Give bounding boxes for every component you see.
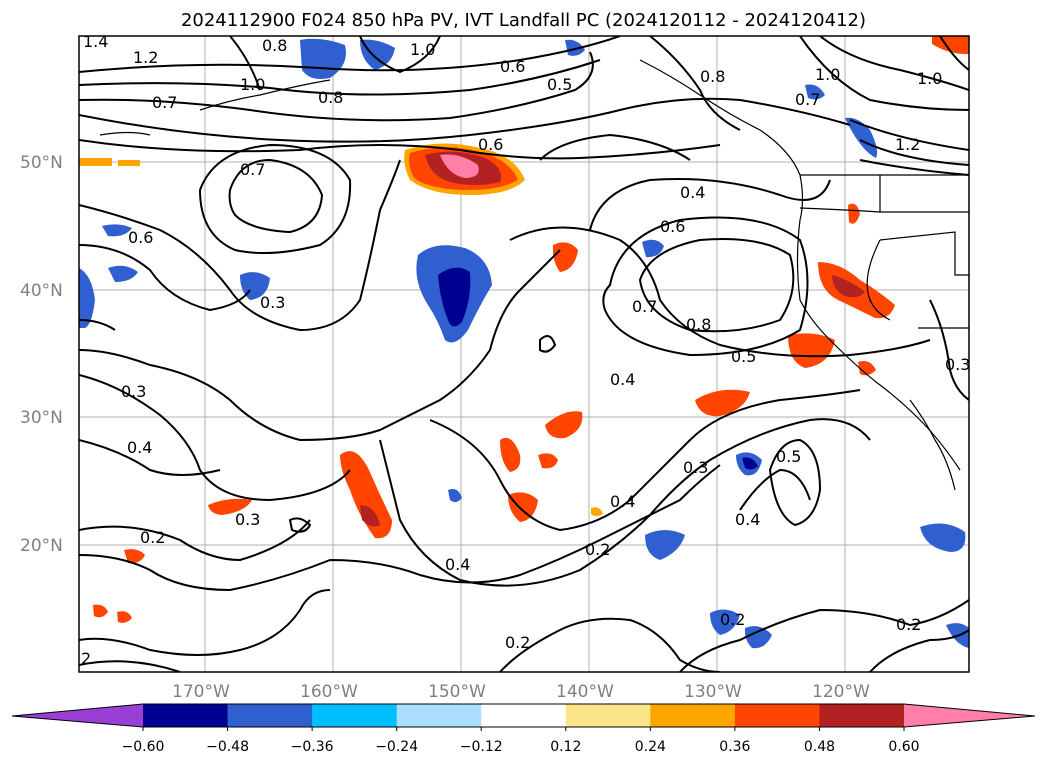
contour-label: 0.3 bbox=[945, 355, 970, 374]
lat-label: 30°N bbox=[20, 408, 63, 428]
contour-label: 0.2 bbox=[896, 615, 921, 634]
contour-label: 1.0 bbox=[917, 69, 942, 88]
contour-labels: 1.4 1.2 0.8 1.0 0.7 0.8 0.6 0.5 1.0 0.8 … bbox=[81, 32, 970, 668]
colorbar-tick-label: −0.48 bbox=[206, 739, 249, 755]
contour-label: 0.3 bbox=[260, 293, 285, 312]
contour-label: 0.4 bbox=[680, 183, 705, 202]
contour-label: 0.7 bbox=[240, 160, 265, 179]
contour-label: 0.6 bbox=[500, 57, 525, 76]
lon-label: 150°W bbox=[428, 682, 486, 702]
contour-label: 1.0 bbox=[815, 65, 840, 84]
colorbar-tick-label: −0.12 bbox=[460, 739, 503, 755]
plot-title: 2024112900 F024 850 hPa PV, IVT Landfall… bbox=[180, 10, 867, 31]
contour-label: 0.3 bbox=[121, 382, 146, 401]
colorbar-tick-label: 0.60 bbox=[888, 739, 919, 755]
map-area bbox=[79, 36, 969, 672]
lon-label: 170°W bbox=[172, 682, 230, 702]
lon-label: 120°W bbox=[812, 682, 870, 702]
contour-label: 1.2 bbox=[133, 48, 158, 67]
contour-label: 0.6 bbox=[128, 228, 153, 247]
longitude-labels: 170°W 160°W 150°W 140°W 130°W 120°W bbox=[172, 682, 870, 702]
pv-positive-anomalies bbox=[79, 36, 969, 623]
contour-label: 0.4 bbox=[445, 555, 470, 574]
contour-label: 0.7 bbox=[152, 93, 177, 112]
contour-label: 0.6 bbox=[660, 217, 685, 236]
contour-label: 1.0 bbox=[240, 75, 265, 94]
contour-label: 1.0 bbox=[410, 40, 435, 59]
coastlines bbox=[99, 59, 969, 491]
colorbar-tick-label: 0.24 bbox=[635, 739, 666, 755]
contour-label: 1.4 bbox=[83, 32, 108, 51]
contour-label: 0.5 bbox=[547, 75, 572, 94]
svg-text:2: 2 bbox=[81, 649, 91, 668]
colorbar: −0.60 −0.48 −0.36 −0.24 −0.12 0.12 0.24 0.36 0.4… bbox=[11, 703, 1036, 755]
colorbar-tick-label: −0.24 bbox=[375, 739, 418, 755]
colorbar-segment bbox=[650, 704, 736, 727]
colorbar-segment bbox=[565, 704, 651, 727]
contour-label: 0.8 bbox=[318, 88, 343, 107]
colorbar-tick-label: 0.48 bbox=[804, 739, 835, 755]
contour-label: 0.6 bbox=[478, 135, 503, 154]
contour-label: 0.5 bbox=[776, 447, 801, 466]
colorbar-tick-label: 0.12 bbox=[550, 739, 581, 755]
contour-label: 0.2 bbox=[140, 528, 165, 547]
map-border bbox=[78, 35, 970, 673]
lat-label: 40°N bbox=[20, 281, 63, 301]
colorbar-tick-label: −0.60 bbox=[122, 739, 165, 755]
lat-label: 20°N bbox=[20, 536, 63, 556]
lon-label: 140°W bbox=[556, 682, 614, 702]
colorbar-segment bbox=[819, 704, 905, 727]
pv-contours bbox=[79, 36, 969, 672]
contour-label: 0.4 bbox=[127, 438, 152, 457]
contour-label: 0.4 bbox=[735, 510, 760, 529]
pv-negative-anomalies bbox=[79, 38, 969, 649]
colorbar-segment bbox=[312, 704, 398, 727]
colorbar-high-extension bbox=[904, 704, 1035, 727]
contour-label: 0.2 bbox=[720, 610, 745, 629]
contour-label: 0.8 bbox=[700, 67, 725, 86]
contour-label: 0.5 bbox=[731, 347, 756, 366]
colorbar-tick-label: −0.36 bbox=[291, 739, 334, 755]
contour-label: 0.3 bbox=[235, 510, 260, 529]
lon-label: 160°W bbox=[300, 682, 358, 702]
contour-label: 0.4 bbox=[610, 370, 635, 389]
latitude-labels: 50°N 40°N 30°N 20°N bbox=[20, 153, 63, 556]
contour-label: 1.2 bbox=[895, 135, 920, 154]
contour-label: 0.8 bbox=[686, 315, 711, 334]
colorbar-segment bbox=[143, 704, 229, 727]
contour-label: 0.2 bbox=[585, 540, 610, 559]
colorbar-segment bbox=[227, 704, 313, 727]
contour-label: 0.4 bbox=[610, 492, 635, 511]
colorbar-low-extension bbox=[12, 704, 143, 727]
colorbar-tick-label: 0.36 bbox=[719, 739, 750, 755]
contour-label: 0.7 bbox=[632, 297, 657, 316]
lon-label: 130°W bbox=[684, 682, 742, 702]
contour-label: 0.2 bbox=[505, 633, 530, 652]
contour-label: 0.8 bbox=[262, 36, 287, 55]
contour-label: 0.3 bbox=[683, 458, 708, 477]
colorbar-segment bbox=[734, 704, 820, 727]
contour-label: 0.7 bbox=[795, 90, 820, 109]
lat-label: 50°N bbox=[20, 153, 63, 173]
colorbar-segment bbox=[396, 704, 482, 727]
colorbar-segment bbox=[481, 704, 567, 727]
